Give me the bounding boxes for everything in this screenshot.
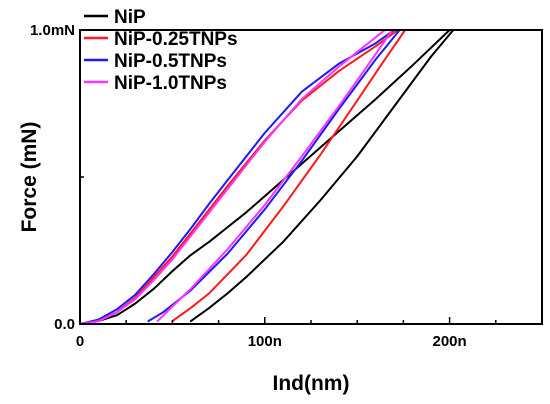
series-nip-0-25tnps-unloading-line [171, 29, 407, 323]
y-tick-label: 1.0mN [30, 22, 75, 39]
legend-label-nip-0-25tnps: NiP-0.25TNPs [114, 29, 238, 50]
series-nip-0-5tnps-unloading-line [147, 29, 401, 323]
y-axis-title: Force (mN) [18, 122, 41, 233]
x-tick-label: 0 [76, 333, 84, 350]
x-tick-label: 100n [248, 333, 282, 350]
plot-lines [79, 29, 455, 325]
legend-label-nip-0-5tnps: NiP-0.5TNPs [114, 51, 227, 72]
series-nip-1-0tnps-loading-line [79, 29, 386, 325]
legend-label-nip: NiP [114, 7, 146, 28]
series-nip-unloading-line [189, 29, 455, 323]
series-nip-loading-line [79, 29, 451, 325]
x-axis-title: Ind(nm) [273, 372, 350, 395]
x-tick-label: 200n [432, 333, 466, 350]
series-nip-0-5tnps-loading-line [79, 29, 396, 325]
series-nip-1-0tnps-unloading-line [156, 29, 394, 323]
y-tick-label: 0.0 [54, 316, 75, 333]
legend-label-nip-1-0tnps: NiP-1.0TNPs [114, 73, 227, 94]
axis-tick-labels: 0 100n 200n 0.0 1.0mN [30, 22, 467, 350]
axis-ticks [79, 29, 543, 325]
